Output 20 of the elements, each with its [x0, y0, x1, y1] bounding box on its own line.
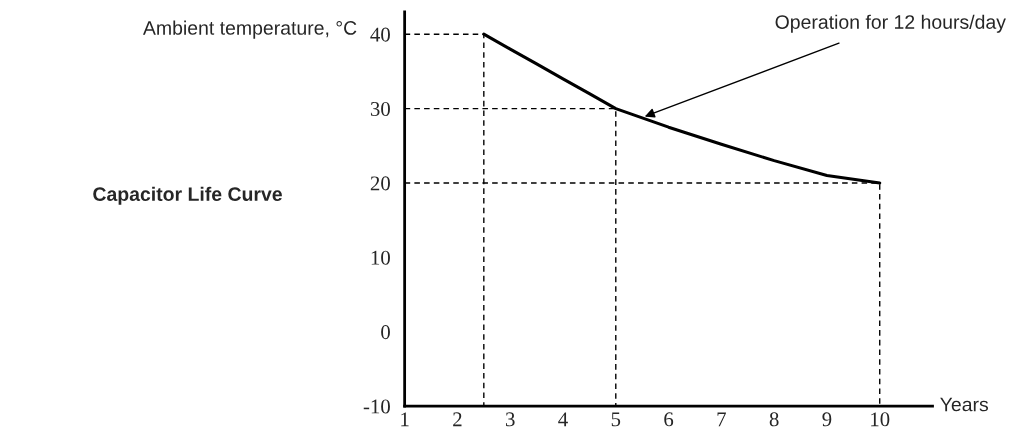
y-tick-label: 30: [370, 101, 390, 117]
x-tick-label: 2: [453, 412, 462, 427]
annotation: Operation for 12 hours/day: [775, 14, 1006, 33]
y-axis-title: Ambient temperature, °C: [142, 20, 357, 39]
x-tick-label: 3: [506, 412, 515, 427]
x-tick-label: 5: [611, 412, 621, 427]
y-tick-label: 10: [371, 250, 390, 265]
x-tick-label: 4: [558, 412, 568, 427]
y-tick-label: 20: [370, 176, 390, 191]
x-tick-label: 8: [769, 412, 779, 427]
y-tick-label: 0: [381, 325, 390, 340]
x-tick-label: 7: [717, 412, 726, 427]
y-tick-label: -10: [363, 399, 390, 414]
x-tick-label: 6: [664, 412, 674, 427]
x-tick-label: 10: [871, 412, 890, 427]
text: Capacitor Life Curve: [93, 186, 282, 205]
x-axis-title: Years: [940, 397, 989, 412]
y-tick-label: 40: [370, 27, 390, 42]
x-tick-label: 1: [401, 412, 409, 427]
x-tick-label: 9: [822, 412, 832, 427]
